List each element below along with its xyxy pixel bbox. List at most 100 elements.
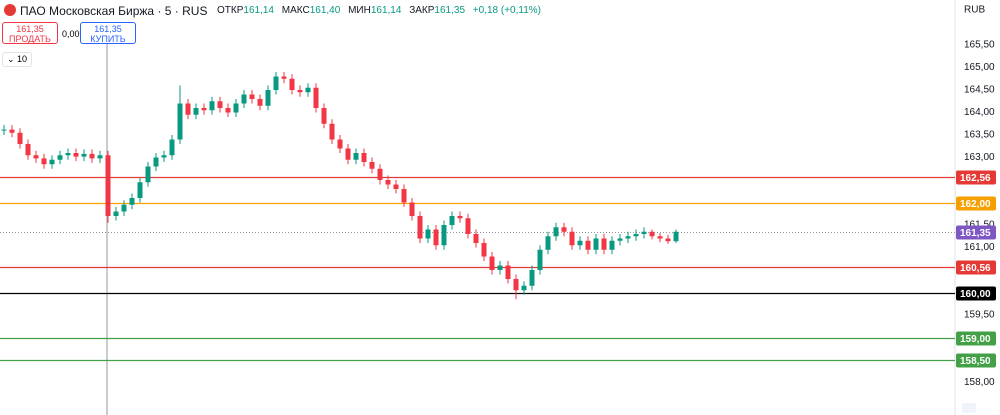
candle-body [321,108,327,124]
quote-label: МАКС [281,5,310,16]
buy-button[interactable]: 161,35 КУПИТЬ [80,22,136,44]
candle-body [121,204,127,212]
candle-body [9,129,15,133]
candle-body [97,155,103,159]
candle-body [265,90,271,106]
price-level-tag [956,286,996,301]
symbol-title: ПАО Московская Биржа · 5 · RUS [20,4,208,18]
candle-body [361,153,367,162]
candle-body [137,182,143,198]
candle-body [569,231,575,246]
candle-body [201,108,207,111]
candle-body [649,231,655,237]
candle-body [369,162,375,169]
candle-body [617,238,623,241]
candle-body [673,231,679,242]
candle-body [49,159,55,165]
price-level-tag [956,331,996,346]
candle-body [505,265,511,279]
sell-button[interactable]: 161,35 ПРОДАТЬ [2,22,58,44]
candle-body [113,211,119,216]
candle-body [497,265,503,270]
candle-body [25,144,31,156]
candle-body [41,158,47,165]
price-level-label: 160,56 [960,263,991,274]
candle-body [521,285,527,291]
candle-body [409,202,415,216]
candle-body [489,256,495,270]
candle-body [449,216,455,225]
candle-body [217,101,223,108]
candle-body [185,103,191,115]
sell-label: ПРОДАТЬ [9,34,51,44]
candle-body [553,227,559,237]
price-level-label: 160,00 [960,289,991,300]
candle-body [377,168,383,180]
quote: ОТКР161,14 МАКС161,40 МИН161,14 ЗАКР161,… [217,5,546,16]
candle-body [473,234,479,243]
candle-body [665,238,671,242]
sell-price: 161,35 [16,24,44,34]
candle-body [177,103,183,140]
price-level-tag [956,170,996,185]
candle-body [89,153,95,159]
change: +0,18 (+0,11%) [472,5,541,16]
settings-icon[interactable] [962,403,976,413]
price-level-tag [956,225,996,240]
candle-body [561,227,567,232]
price-level-tag [956,353,996,368]
y-tick-label: 164,00 [964,107,995,118]
y-tick-label: 163,50 [964,130,995,141]
candle-body [513,279,519,291]
candle-body [81,153,87,157]
candle-body [225,108,231,113]
candle-body [297,90,303,93]
candle-body [17,132,23,144]
candle-body [601,238,607,250]
header: ПАО Московская Биржа · 5 · RUS ОТКР161,1… [0,0,1000,70]
buy-price: 161,35 [94,24,122,34]
candle-body [273,76,279,90]
candle-body [153,157,159,167]
quote-value: 161,40 [309,5,341,16]
price-level-label: 162,00 [960,199,991,210]
y-tick-label: 163,00 [964,152,995,163]
quote-label: ЗАКР [409,5,435,16]
candle-body [401,189,407,203]
currency: RUB [964,5,985,16]
candle-body [329,123,335,140]
candle-body [425,229,431,239]
candle-body [545,236,551,250]
quote-value: 161,35 [434,5,466,16]
quote-label: МИН [348,5,371,16]
candle-body [337,139,343,149]
candle-body [169,139,175,156]
price-level-label: 162,56 [960,173,991,184]
candle-body [593,238,599,250]
candle-body [353,153,359,160]
quote-value: 161,14 [370,5,402,16]
indicators-toggle[interactable]: ⌄ 10 [2,52,33,67]
candle-body [609,240,615,250]
indicator-count: 10 [17,54,28,64]
y-tick-label: 159,50 [964,310,995,321]
candle-body [457,216,463,219]
candle-body [129,198,135,205]
candle-body [233,103,239,113]
candle-body [625,236,631,239]
price-level-label: 161,35 [960,228,991,239]
candle-body [193,108,199,115]
candle-body [161,155,167,158]
buy-label: КУПИТЬ [90,34,126,44]
candle-body [529,270,535,286]
candle-body [73,153,79,157]
candle-body [385,180,391,185]
y-tick-label: 161,50 [964,220,995,231]
candle-body [465,218,471,234]
candle-body [393,184,399,189]
candle-body [257,99,263,106]
candle-body [289,78,295,90]
